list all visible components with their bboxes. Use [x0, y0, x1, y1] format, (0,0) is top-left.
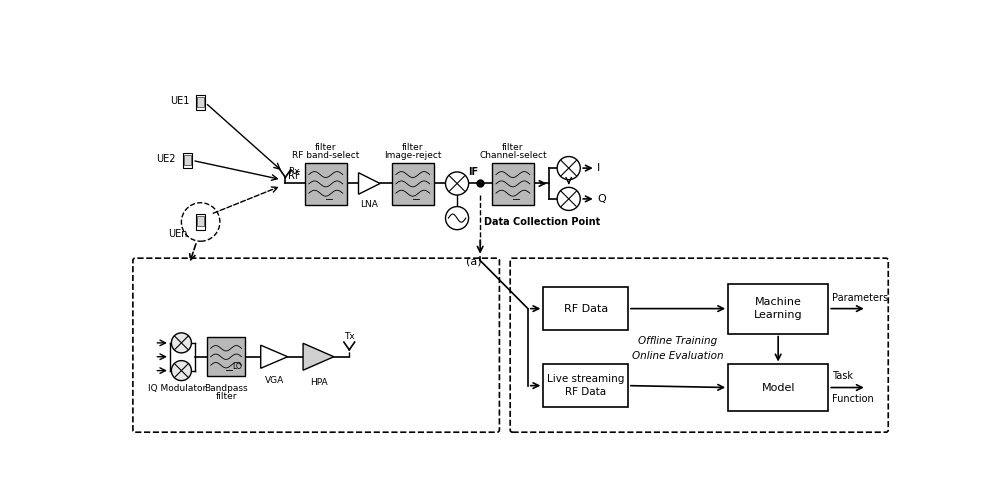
Circle shape — [557, 157, 580, 180]
Bar — [392, 163, 434, 205]
Text: UEn: UEn — [168, 229, 188, 239]
Text: HPA: HPA — [310, 378, 327, 387]
Text: Model: Model — [761, 382, 795, 392]
Bar — [305, 163, 347, 205]
Polygon shape — [358, 173, 380, 194]
Text: filter: filter — [315, 143, 337, 152]
Text: Image-reject: Image-reject — [384, 151, 442, 160]
FancyBboxPatch shape — [510, 258, 888, 432]
Text: RF Data: RF Data — [565, 387, 606, 397]
Bar — [196, 214, 205, 230]
Bar — [183, 153, 192, 168]
Circle shape — [446, 207, 469, 230]
Bar — [184, 155, 191, 165]
Text: filter: filter — [402, 143, 424, 152]
Bar — [207, 337, 245, 376]
Text: Machine: Machine — [755, 298, 802, 308]
Bar — [492, 163, 534, 205]
Text: Live streaming: Live streaming — [547, 374, 624, 384]
Text: IF: IF — [468, 167, 479, 178]
Bar — [197, 216, 204, 226]
Text: Online Evaluation: Online Evaluation — [632, 351, 724, 362]
Text: Q: Q — [597, 194, 606, 204]
Text: UE2: UE2 — [157, 154, 176, 164]
Polygon shape — [303, 343, 334, 370]
Text: RF: RF — [288, 171, 301, 181]
Bar — [728, 284, 828, 334]
Bar — [543, 288, 628, 330]
Text: Learning: Learning — [754, 310, 802, 320]
Text: Rx: Rx — [288, 168, 299, 177]
Text: LNA: LNA — [360, 200, 378, 209]
Circle shape — [446, 172, 469, 195]
Text: Offline Training: Offline Training — [638, 336, 718, 346]
Text: Data Collection Point: Data Collection Point — [484, 217, 600, 227]
Text: filter: filter — [215, 392, 237, 401]
Text: Tx: Tx — [344, 331, 355, 341]
Text: RF band-select: RF band-select — [292, 151, 359, 160]
Bar — [197, 97, 204, 107]
Circle shape — [171, 333, 191, 353]
Text: Task: Task — [832, 372, 853, 381]
Text: Channel-select: Channel-select — [479, 151, 547, 160]
Text: Parameters: Parameters — [832, 293, 888, 303]
Text: LO: LO — [232, 362, 242, 371]
Text: IQ Modulator: IQ Modulator — [148, 384, 206, 393]
FancyBboxPatch shape — [133, 258, 499, 432]
Text: UE1: UE1 — [170, 96, 189, 106]
Text: Bandpass: Bandpass — [204, 384, 248, 393]
Circle shape — [557, 187, 580, 210]
Text: I: I — [597, 163, 600, 173]
Bar — [543, 365, 628, 407]
Circle shape — [171, 361, 191, 380]
Text: filter: filter — [502, 143, 524, 152]
Text: Function: Function — [832, 394, 874, 404]
Text: (a): (a) — [466, 256, 482, 267]
Bar — [196, 95, 205, 110]
Text: VGA: VGA — [265, 376, 284, 385]
Text: RF Data: RF Data — [564, 304, 608, 313]
Bar — [728, 365, 828, 411]
Polygon shape — [261, 345, 288, 369]
